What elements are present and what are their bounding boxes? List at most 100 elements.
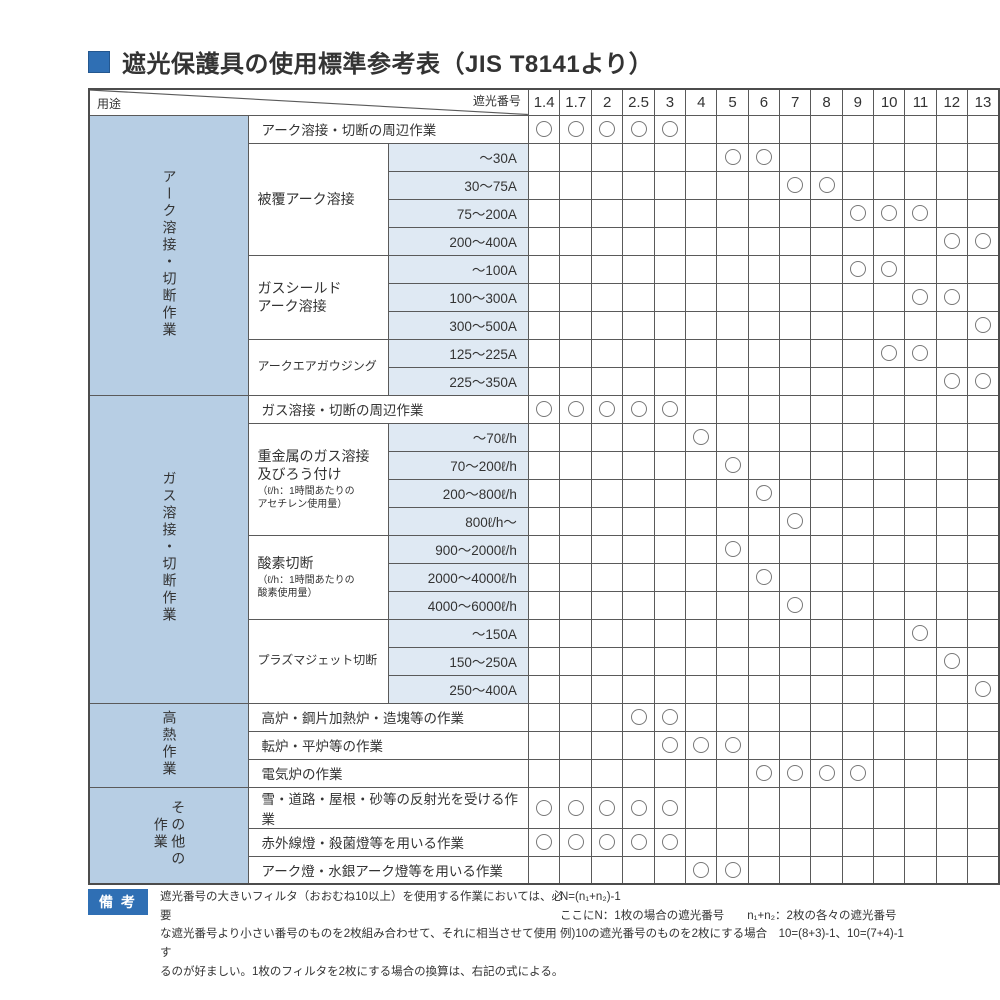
mark-cell bbox=[653, 674, 687, 704]
mark-cell bbox=[904, 114, 937, 144]
mark-cell bbox=[527, 855, 561, 885]
mark-cell bbox=[590, 114, 624, 144]
mark-cell bbox=[685, 450, 718, 480]
mark-cell bbox=[590, 282, 624, 312]
mark-cell bbox=[872, 646, 906, 676]
applicable-mark-circle-icon bbox=[881, 345, 898, 362]
mark-cell bbox=[716, 646, 749, 676]
mark-cell bbox=[527, 590, 561, 620]
mark-cell bbox=[872, 534, 906, 564]
shade-number-column-header: 12 bbox=[935, 88, 968, 116]
applicable-mark-circle-icon bbox=[849, 261, 866, 278]
mark-cell bbox=[747, 478, 781, 508]
mark-cell bbox=[779, 534, 812, 564]
mark-cell bbox=[810, 534, 843, 564]
mark-cell bbox=[779, 786, 812, 829]
mark-cell bbox=[935, 282, 968, 312]
applicable-mark-circle-icon bbox=[536, 121, 553, 138]
mark-cell bbox=[622, 338, 655, 368]
mark-cell bbox=[810, 366, 843, 396]
applicable-mark-circle-icon bbox=[630, 121, 647, 138]
mark-cell bbox=[622, 827, 655, 857]
applicable-mark-circle-icon bbox=[755, 485, 772, 502]
mark-cell bbox=[622, 310, 655, 340]
mark-cell bbox=[747, 170, 781, 200]
work-group-label: 被覆アーク溶接 bbox=[257, 190, 355, 207]
mark-cell bbox=[747, 114, 781, 144]
applicable-mark-circle-icon bbox=[912, 205, 929, 222]
applicable-mark-circle-icon bbox=[630, 834, 647, 851]
mark-cell bbox=[966, 478, 1000, 508]
mark-cell bbox=[904, 282, 937, 312]
mark-cell bbox=[716, 114, 749, 144]
mark-cell bbox=[966, 730, 1000, 760]
applicable-mark-circle-icon bbox=[661, 709, 678, 726]
mark-cell bbox=[935, 646, 968, 676]
applicable-mark-circle-icon bbox=[661, 834, 678, 851]
mark-cell bbox=[747, 310, 781, 340]
mark-cell bbox=[810, 730, 843, 760]
mark-cell bbox=[527, 254, 561, 284]
mark-cell bbox=[685, 226, 718, 256]
mark-cell bbox=[935, 226, 968, 256]
mark-cell bbox=[622, 855, 655, 885]
mark-cell bbox=[904, 254, 937, 284]
applicable-mark-circle-icon bbox=[693, 429, 710, 446]
mark-cell bbox=[716, 338, 749, 368]
mark-cell bbox=[872, 338, 906, 368]
mark-cell bbox=[810, 478, 843, 508]
mark-cell bbox=[966, 422, 1000, 452]
mark-cell bbox=[653, 422, 687, 452]
mark-cell bbox=[590, 170, 624, 200]
mark-cell bbox=[653, 478, 687, 508]
applicable-mark-circle-icon bbox=[599, 799, 616, 816]
mark-cell bbox=[872, 618, 906, 648]
mark-cell bbox=[966, 142, 1000, 172]
mark-cell bbox=[590, 827, 624, 857]
mark-cell bbox=[935, 730, 968, 760]
mark-cell bbox=[559, 702, 592, 732]
mark-cell bbox=[559, 282, 592, 312]
mark-cell bbox=[779, 618, 812, 648]
mark-cell bbox=[966, 534, 1000, 564]
mark-cell bbox=[559, 618, 592, 648]
mark-cell bbox=[935, 142, 968, 172]
mark-cell bbox=[841, 730, 874, 760]
remarks-label: 備 考 bbox=[88, 889, 148, 915]
mark-cell bbox=[841, 562, 874, 592]
work-category-label: ガス溶接・切断作業 bbox=[161, 471, 178, 624]
applicable-mark-circle-icon bbox=[567, 401, 584, 418]
work-group-label-cell: 重金属のガス溶接 及びろう付け （ℓ/h：1時間あたりの アセチレン使用量） bbox=[247, 422, 389, 536]
mark-cell bbox=[747, 730, 781, 760]
work-row-label: アーク溶接・切断の周辺作業 bbox=[247, 114, 529, 144]
mark-cell bbox=[527, 366, 561, 396]
shade-number-column-header: 5 bbox=[716, 88, 749, 116]
applicable-mark-circle-icon bbox=[818, 177, 835, 194]
applicable-mark-circle-icon bbox=[818, 765, 835, 782]
mark-cell bbox=[841, 226, 874, 256]
mark-cell bbox=[872, 562, 906, 592]
mark-cell bbox=[559, 730, 592, 760]
mark-cell bbox=[685, 366, 718, 396]
mark-cell bbox=[559, 534, 592, 564]
mark-cell bbox=[904, 506, 937, 536]
mark-cell bbox=[779, 114, 812, 144]
applicable-mark-circle-icon bbox=[630, 401, 647, 418]
mark-cell bbox=[872, 827, 906, 857]
mark-cell bbox=[559, 646, 592, 676]
mark-cell bbox=[685, 142, 718, 172]
mark-cell bbox=[559, 422, 592, 452]
mark-cell bbox=[622, 674, 655, 704]
mark-cell bbox=[622, 786, 655, 829]
mark-cell bbox=[747, 786, 781, 829]
mark-cell bbox=[653, 827, 687, 857]
mark-cell bbox=[872, 422, 906, 452]
mark-cell bbox=[716, 534, 749, 564]
mark-cell bbox=[779, 506, 812, 536]
mark-cell bbox=[779, 422, 812, 452]
mark-cell bbox=[872, 786, 906, 829]
mark-cell bbox=[527, 310, 561, 340]
mark-cell bbox=[872, 758, 906, 788]
applicable-mark-circle-icon bbox=[849, 765, 866, 782]
mark-cell bbox=[841, 786, 874, 829]
